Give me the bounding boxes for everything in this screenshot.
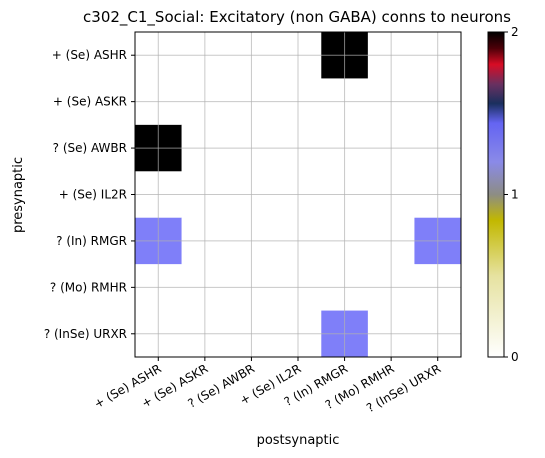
chart-title: c302_C1_Social: Excitatory (non GABA) co… xyxy=(83,8,511,27)
y-tick-label: + (Se) ASHR xyxy=(52,48,127,62)
y-axis-label: presynaptic xyxy=(11,157,26,233)
heatmap-grid xyxy=(135,32,461,357)
colorbar xyxy=(487,31,505,358)
y-tick-label: + (Se) IL2R xyxy=(59,188,127,202)
y-tick-labels: + (Se) ASHR + (Se) ASKR ? (Se) AWBR + (Se) … xyxy=(44,48,135,341)
y-tick-label: ? (InSe) URXR xyxy=(44,327,127,341)
x-tick-labels: + (Se) ASHR+ (Se) ASKR? (Se) AWBR+ (Se) … xyxy=(92,357,443,415)
y-tick-label: ? (In) RMGR xyxy=(56,234,127,248)
y-tick-label: + (Se) ASKR xyxy=(53,95,127,109)
y-tick-label: ? (Mo) RMHR xyxy=(50,280,127,294)
colorbar-tick-label: 0 xyxy=(511,350,519,364)
y-tick-label: ? (Se) AWBR xyxy=(53,141,127,155)
x-axis-label: postsynaptic xyxy=(257,433,340,448)
colorbar-tick-label: 1 xyxy=(511,188,519,202)
colorbar-tick-label: 2 xyxy=(511,25,519,39)
colorbar-ticks: 0 1 2 xyxy=(504,25,519,364)
